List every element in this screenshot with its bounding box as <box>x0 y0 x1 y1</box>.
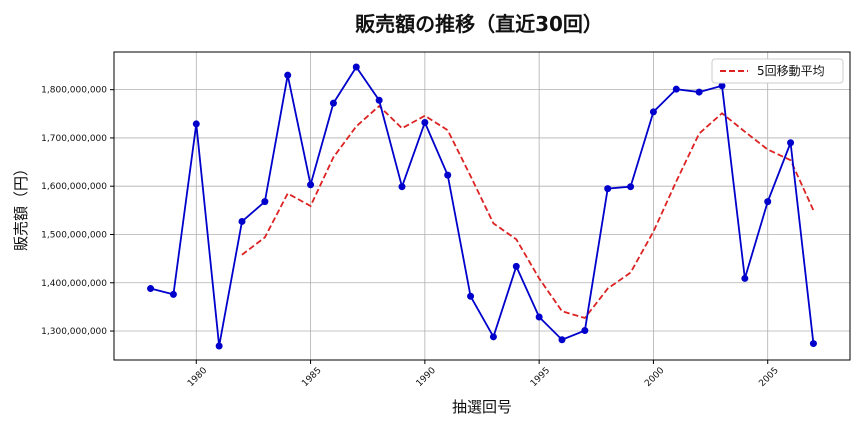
x-axis-label: 抽選回号 <box>452 398 512 416</box>
y-axis-label: 販売額（円） <box>12 161 30 251</box>
data-point <box>718 82 726 90</box>
series-lines <box>150 65 815 347</box>
x-tick-label: 1980 <box>186 366 209 389</box>
data-point <box>581 327 589 335</box>
legend-label-moving-average: 5回移動平均 <box>757 64 825 78</box>
y-tick-label: 1,300,000,000 <box>41 327 107 337</box>
data-point <box>215 342 223 350</box>
legend-box <box>711 58 844 84</box>
data-point <box>649 108 657 116</box>
data-point <box>307 181 315 189</box>
data-point <box>261 198 269 206</box>
data-point <box>604 185 612 193</box>
x-tick-label: 2000 <box>643 366 666 389</box>
data-point <box>284 71 292 79</box>
plot-area <box>114 52 850 360</box>
chart-title: 販売額の推移（直近30回） <box>355 12 603 36</box>
data-point <box>329 99 337 107</box>
data-point <box>147 285 155 293</box>
y-tick-labels: 1,300,000,000 1,400,000,000 1,500,000,000 1… <box>41 86 114 337</box>
data-point <box>764 198 772 206</box>
x-tick-labels: 1980 1985 1990 1995 2000 2005 <box>186 360 781 389</box>
y-tick-label: 1,500,000,000 <box>41 230 107 240</box>
data-point <box>467 292 475 300</box>
data-point <box>627 183 635 191</box>
x-tick-label: 1985 <box>300 366 323 389</box>
plot-frame <box>113 51 851 361</box>
data-point <box>444 171 452 179</box>
data-point <box>398 183 406 191</box>
data-point <box>489 333 497 341</box>
data-point <box>535 313 543 321</box>
data-point <box>787 139 795 147</box>
legend: 5回移動平均 <box>711 58 844 84</box>
data-point <box>558 336 566 344</box>
x-tick-label: 1990 <box>415 366 438 389</box>
data-point <box>809 340 817 348</box>
data-points <box>147 63 817 350</box>
y-tick-label: 1,400,000,000 <box>41 279 107 289</box>
x-tick-label: 1995 <box>529 366 552 389</box>
data-point <box>512 262 520 270</box>
data-point <box>238 217 246 225</box>
data-point <box>375 96 383 104</box>
y-tick-label: 1,700,000,000 <box>41 134 107 144</box>
series-line-moving-average <box>241 104 815 320</box>
data-point <box>695 88 703 96</box>
series-line-sales <box>150 65 815 347</box>
data-point <box>169 290 177 298</box>
data-point <box>741 274 749 282</box>
grid-lines <box>114 52 850 360</box>
data-point <box>672 85 680 93</box>
x-tick-label: 2005 <box>757 366 780 389</box>
y-tick-label: 1,800,000,000 <box>41 86 107 96</box>
y-tick-label: 1,600,000,000 <box>41 182 107 192</box>
data-point <box>352 63 360 71</box>
data-point <box>421 118 429 126</box>
data-point <box>192 120 200 128</box>
